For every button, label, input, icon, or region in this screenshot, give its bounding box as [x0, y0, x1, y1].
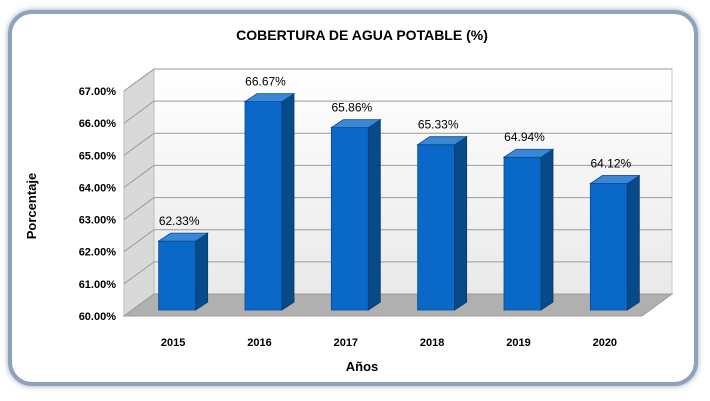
bar	[589, 183, 628, 311]
bar	[330, 127, 369, 311]
bar-top	[243, 93, 296, 103]
side-wall	[123, 68, 155, 317]
bar	[158, 240, 197, 311]
y-tick-label: 60.00%	[79, 311, 117, 323]
y-axis-label: Porcentaje	[24, 173, 39, 239]
bar-side	[195, 232, 209, 311]
gridline-side	[123, 132, 155, 156]
x-axis-label: Años	[346, 359, 379, 374]
bar	[244, 101, 283, 311]
x-tick-label: 2015	[161, 337, 185, 349]
bar-top	[502, 148, 555, 158]
y-tick-label: 64.00%	[79, 182, 117, 194]
bar-top	[589, 175, 641, 184]
bar	[417, 144, 456, 311]
y-tick-label: 67.00%	[79, 86, 117, 98]
bar-side	[454, 135, 468, 311]
plot-area: 60.00% 61.00% 62.00% 63.00% 64.00% 65.00% 66.0…	[79, 68, 674, 349]
data-label: 62.33%	[159, 214, 200, 228]
bar-top	[330, 119, 382, 129]
data-label: 65.86%	[331, 101, 372, 115]
x-tick-label: 2017	[334, 337, 358, 349]
bar-top	[416, 136, 468, 146]
y-tick-label: 65.00%	[79, 150, 117, 162]
bar-side	[626, 174, 640, 311]
gridline-side	[123, 229, 155, 253]
y-tick-label: 62.00%	[79, 247, 117, 259]
y-tick-label: 61.00%	[79, 279, 117, 291]
bar-top	[157, 232, 209, 242]
gridline-side	[123, 165, 155, 188]
data-label: 66.67%	[245, 75, 286, 89]
x-tick-label: 2019	[506, 337, 530, 349]
gridline-side	[123, 197, 155, 220]
gridline-side	[123, 100, 155, 124]
data-label: 64.94%	[504, 130, 545, 144]
gridline-side	[123, 261, 155, 285]
x-tick-label: 2020	[593, 337, 617, 349]
x-tick-label: 2016	[247, 337, 271, 349]
y-tick-label: 66.00%	[79, 118, 117, 130]
data-label: 64.12%	[590, 157, 631, 171]
bar-side	[540, 148, 554, 311]
x-tick-label: 2018	[420, 337, 444, 349]
y-tick-label: 63.00%	[79, 215, 117, 227]
bar-side	[367, 118, 381, 311]
gridline-side	[123, 68, 155, 92]
bar-side	[281, 92, 295, 311]
bar	[503, 156, 542, 311]
chart-title: COBERTURA DE AGUA POTABLE (%)	[236, 27, 488, 43]
data-label: 65.33%	[418, 118, 459, 132]
